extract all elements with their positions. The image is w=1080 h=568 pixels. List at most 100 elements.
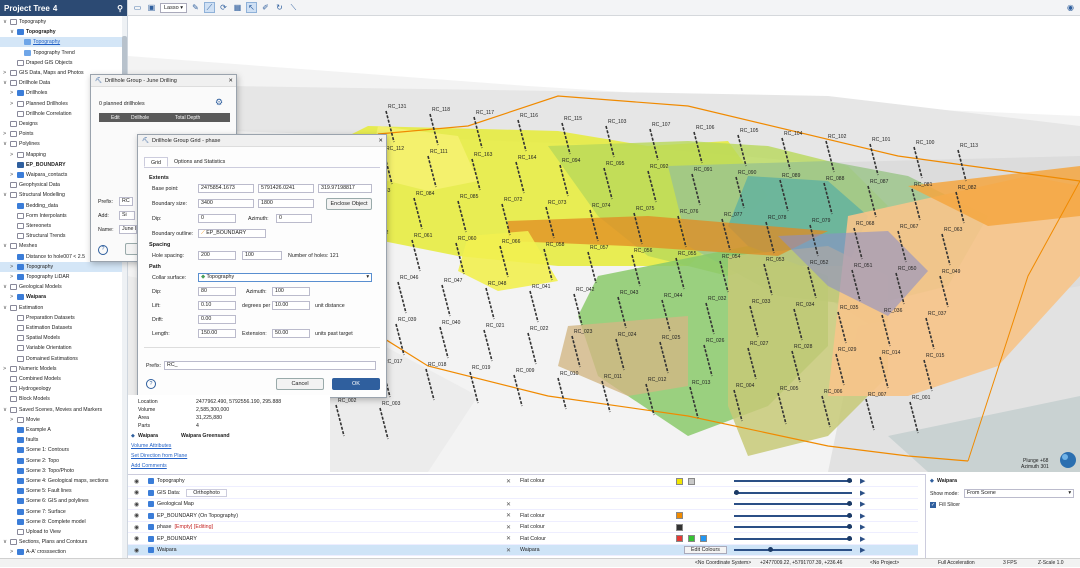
- chevron-right-icon[interactable]: >: [10, 549, 14, 556]
- pencil-icon[interactable]: ✐: [262, 3, 269, 12]
- tree-item[interactable]: > Topography LiDAR: [0, 272, 122, 282]
- remove-icon[interactable]: ✕: [506, 513, 512, 519]
- drillhole-trace[interactable]: [779, 179, 789, 212]
- drillhole-trace[interactable]: [881, 314, 891, 347]
- drillhole-trace[interactable]: [441, 284, 451, 317]
- tree-item[interactable]: Scene 2: Topo: [0, 456, 122, 466]
- drillhole-trace[interactable]: [879, 356, 889, 389]
- chevron-right-icon[interactable]: >: [10, 172, 14, 178]
- drillhole-trace[interactable]: [515, 161, 525, 194]
- drillhole-trace[interactable]: [703, 344, 713, 377]
- drillhole-label[interactable]: RC_118: [432, 107, 450, 113]
- remove-icon[interactable]: ✕: [506, 536, 512, 542]
- drillhole-trace[interactable]: [675, 257, 685, 290]
- grid-icon[interactable]: ▦: [233, 3, 242, 12]
- shape-row[interactable]: ◉ GIS Data: Orthophoto ▶: [128, 488, 918, 499]
- colour-mode-select[interactable]: Waipara: [520, 547, 540, 553]
- colour-mode-select[interactable]: Flat Colour: [520, 535, 546, 542]
- drillhole-label[interactable]: RC_049: [942, 269, 961, 275]
- colour-swatch[interactable]: [700, 535, 707, 542]
- tree-item[interactable]: ∨ Meshes: [0, 241, 122, 251]
- drillhole-label[interactable]: RC_002: [338, 398, 357, 404]
- tree-item[interactable]: ∨ Drillhole Data: [0, 78, 122, 88]
- drillhole-label[interactable]: RC_022: [530, 326, 549, 332]
- tree-item[interactable]: ∨ Estimation: [0, 303, 122, 313]
- slider-knob[interactable]: [767, 547, 773, 552]
- selection-mode-select[interactable]: Lasso ▾: [160, 2, 187, 13]
- drillhole-trace[interactable]: [851, 269, 861, 302]
- length-field[interactable]: 150.00: [198, 329, 236, 338]
- drillhole-label[interactable]: RC_039: [398, 317, 417, 323]
- drillhole-label[interactable]: RC_100: [916, 140, 935, 146]
- drillhole-label[interactable]: RC_025: [662, 335, 681, 341]
- tree-item[interactable]: > Planned Drillholes: [0, 99, 122, 109]
- tree-item[interactable]: > A-A' crosssection: [0, 547, 122, 557]
- drillhole-label[interactable]: RC_043: [620, 290, 639, 296]
- tree-item[interactable]: Example A: [0, 425, 122, 435]
- drillhole-label[interactable]: RC_034: [796, 302, 815, 308]
- drillhole-label[interactable]: RC_163: [474, 152, 493, 158]
- drillhole-trace[interactable]: [835, 353, 845, 386]
- drillhole-trace[interactable]: [471, 158, 481, 191]
- tree-item[interactable]: Preparation Datasets: [0, 313, 122, 323]
- tree-item[interactable]: Block Models: [0, 394, 122, 404]
- drillhole-trace[interactable]: [939, 275, 949, 308]
- drillhole-label[interactable]: RC_052: [810, 260, 829, 266]
- chevron-down-icon[interactable]: ∨: [3, 304, 8, 311]
- col-total-depth[interactable]: Total Depth: [175, 114, 201, 121]
- drillhole-label[interactable]: RC_050: [898, 266, 917, 272]
- drillhole-label[interactable]: RC_092: [650, 164, 669, 170]
- drift-field[interactable]: 0.00: [198, 315, 236, 324]
- drillhole-trace[interactable]: [955, 191, 965, 224]
- tree-item[interactable]: ∨ Saved Scenes, Movies and Markers: [0, 405, 122, 415]
- drillhole-trace[interactable]: [587, 251, 597, 284]
- chevron-down-icon[interactable]: ∨: [3, 406, 8, 413]
- drillhole-trace[interactable]: [545, 206, 555, 239]
- drillhole-trace[interactable]: [837, 311, 847, 344]
- drillhole-trace[interactable]: [513, 374, 523, 407]
- drillhole-label[interactable]: RC_054: [722, 254, 741, 260]
- drillhole-label[interactable]: RC_033: [752, 299, 771, 305]
- view-icon[interactable]: ▭: [133, 3, 142, 12]
- drillhole-trace[interactable]: [809, 224, 819, 257]
- ok-button[interactable]: OK: [332, 378, 380, 390]
- fill-slicer-checkbox[interactable]: ✓: [930, 502, 936, 508]
- rotate-icon[interactable]: ⟳: [220, 3, 227, 12]
- boundary-size-y[interactable]: 1800: [258, 199, 314, 208]
- drillhole-label[interactable]: RC_102: [828, 134, 847, 140]
- back-add-field[interactable]: Si: [119, 211, 135, 220]
- opacity-slider[interactable]: [734, 535, 852, 541]
- drillhole-label[interactable]: RC_107: [652, 122, 671, 128]
- chevron-right-icon[interactable]: >: [10, 416, 14, 423]
- drillhole-trace[interactable]: [429, 113, 439, 146]
- base-point-x[interactable]: 2475854.1673: [198, 184, 254, 193]
- tree-item[interactable]: Stereonets: [0, 221, 122, 231]
- drillhole-label[interactable]: RC_104: [784, 131, 803, 137]
- drillhole-label[interactable]: RC_066: [502, 239, 521, 245]
- colour-mode-select[interactable]: Flat colour: [520, 524, 545, 530]
- drillhole-trace[interactable]: [517, 119, 527, 152]
- opacity-slider[interactable]: [734, 501, 852, 506]
- drillhole-label[interactable]: RC_012: [648, 377, 667, 383]
- camera-icon[interactable]: ▣: [147, 3, 156, 12]
- tree-item[interactable]: Bedding_data: [0, 201, 122, 211]
- drillhole-label[interactable]: RC_021: [486, 323, 505, 329]
- drillhole-label[interactable]: RC_041: [532, 284, 551, 290]
- project-status[interactable]: <No Project>: [870, 560, 900, 566]
- add-comments-link[interactable]: Add Comments: [131, 463, 167, 469]
- visibility-eye-icon[interactable]: ◉: [134, 501, 140, 508]
- shape-row[interactable]: ◉ phase [Empty] [Editing] ✕ Flat colour ▶: [128, 522, 918, 533]
- boundary-outline-select[interactable]: ⟋ EP_BOUNDARY: [198, 229, 266, 238]
- drillhole-label[interactable]: RC_068: [856, 221, 875, 227]
- opacity-slider[interactable]: [734, 547, 852, 552]
- drillhole-trace[interactable]: [689, 386, 699, 419]
- project-tree-title[interactable]: Project Tree: [4, 3, 50, 13]
- drillhole-label[interactable]: RC_053: [766, 257, 785, 263]
- tree-item[interactable]: Geophysical Data: [0, 180, 122, 190]
- colour-swatch[interactable]: [676, 535, 683, 542]
- chevron-down-icon[interactable]: ∨: [3, 243, 8, 250]
- draw-icon[interactable]: ✎: [192, 3, 199, 12]
- drillhole-trace[interactable]: [733, 389, 743, 422]
- tree-item[interactable]: Form Interpolants: [0, 211, 122, 221]
- play-icon[interactable]: ▶: [860, 489, 866, 497]
